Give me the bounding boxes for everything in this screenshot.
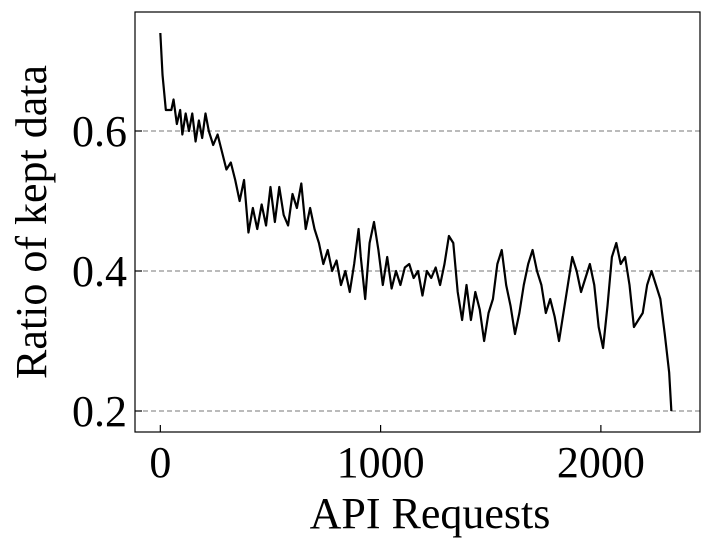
y-tick-label: 0.6 — [72, 107, 127, 156]
x-tick-label: 0 — [149, 438, 171, 487]
y-tick-label: 0.4 — [72, 247, 127, 296]
x-tick-label: 2000 — [557, 438, 645, 487]
plot-frame — [134, 11, 701, 433]
y-axis-label: Ratio of kept data — [7, 65, 56, 379]
x-tick-label: 1000 — [337, 438, 425, 487]
data-line — [159, 32, 673, 412]
y-tick-label: 0.2 — [72, 387, 127, 436]
x-axis-label: API Requests — [310, 489, 551, 538]
